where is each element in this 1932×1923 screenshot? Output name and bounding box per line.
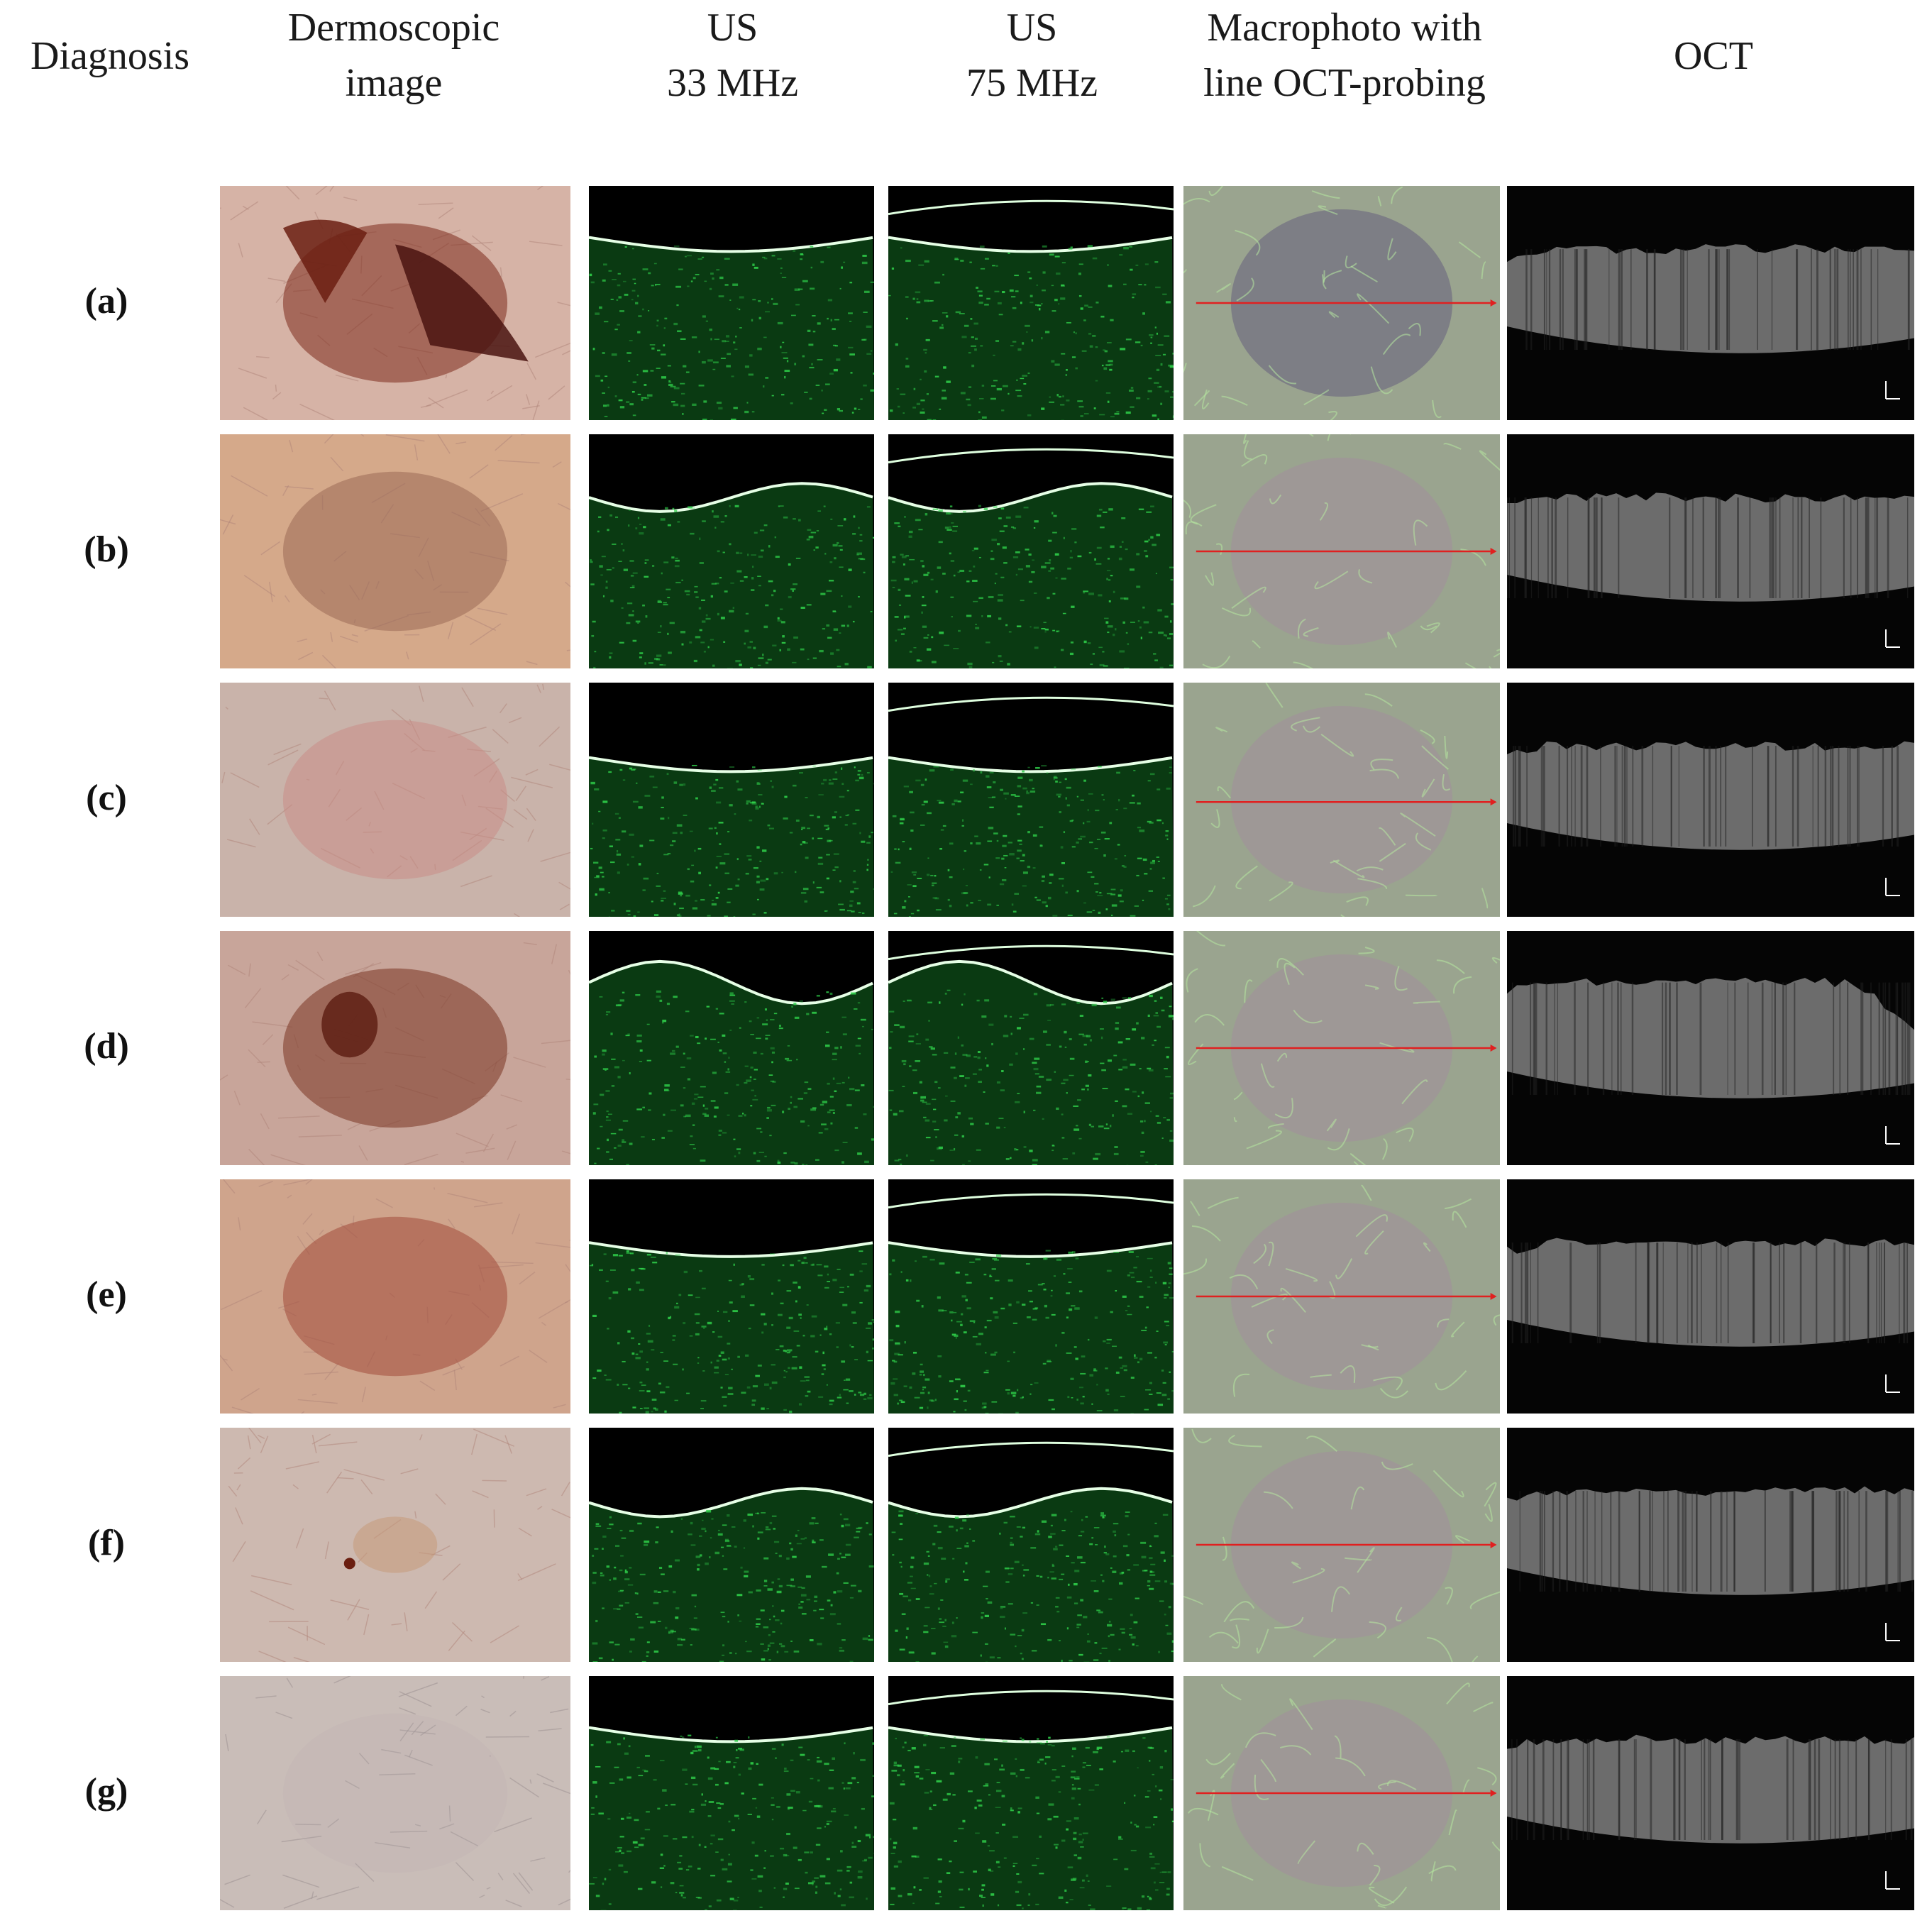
us75-panel <box>888 1428 1174 1662</box>
us33-panel <box>589 683 874 917</box>
header-us75-line1: US <box>1006 6 1058 50</box>
dermoscopic-image <box>220 1428 570 1662</box>
dermoscopic-image <box>220 1179 570 1414</box>
header-us33-line1: US <box>707 6 758 50</box>
macrophoto-image <box>1183 931 1500 1165</box>
us33-image <box>589 1179 874 1414</box>
oct-panel <box>1507 1676 1914 1910</box>
dermoscopic-image <box>220 1676 570 1910</box>
macrophoto-panel <box>1183 1428 1500 1662</box>
dermoscopic-panel <box>220 186 570 420</box>
header-macrophoto-line2: line OCT-probing <box>1203 61 1486 105</box>
us33-panel <box>589 931 874 1165</box>
header-dermoscopic: Dermoscopic image <box>220 0 568 111</box>
dermoscopic-panel <box>220 434 570 668</box>
header-us33: US 33 MHz <box>589 0 876 111</box>
oct-panel <box>1507 186 1914 420</box>
header-dermoscopic-line2: image <box>345 61 443 105</box>
macrophoto-image <box>1183 186 1500 420</box>
us75-panel <box>888 1676 1174 1910</box>
row-label: (e) <box>86 1274 127 1315</box>
dermoscopic-panel <box>220 931 570 1165</box>
macrophoto-image <box>1183 683 1500 917</box>
macrophoto-image <box>1183 434 1500 668</box>
oct-image <box>1507 1179 1914 1414</box>
macrophoto-panel <box>1183 683 1500 917</box>
us75-panel <box>888 1179 1174 1414</box>
dermoscopic-panel <box>220 1179 570 1414</box>
macrophoto-panel <box>1183 1179 1500 1414</box>
oct-panel <box>1507 683 1914 917</box>
macrophoto-panel <box>1183 186 1500 420</box>
header-macrophoto: Macrophoto with line OCT-probing <box>1171 0 1518 111</box>
macrophoto-panel <box>1183 1676 1500 1910</box>
oct-image <box>1507 1676 1914 1910</box>
us33-panel <box>589 186 874 420</box>
us33-panel <box>589 434 874 668</box>
us33-image <box>589 434 874 668</box>
macrophoto-panel <box>1183 434 1500 668</box>
header-us33-line2: 33 MHz <box>666 61 799 105</box>
header-oct: OCT <box>1674 34 1753 78</box>
row-label: (a) <box>84 281 128 321</box>
us33-image <box>589 1676 874 1910</box>
oct-panel <box>1507 434 1914 668</box>
header-macrophoto-line1: Macrophoto with <box>1207 6 1482 50</box>
dermoscopic-panel <box>220 1676 570 1910</box>
dermoscopic-image <box>220 931 570 1165</box>
us75-image <box>888 1428 1174 1662</box>
dermoscopic-image <box>220 186 570 420</box>
us75-image <box>888 1676 1174 1910</box>
dermoscopic-panel <box>220 683 570 917</box>
us75-image <box>888 1179 1174 1414</box>
row-label: (f) <box>88 1523 125 1563</box>
us33-image <box>589 1428 874 1662</box>
oct-image <box>1507 683 1914 917</box>
oct-image <box>1507 186 1914 420</box>
us75-panel <box>888 186 1174 420</box>
header-diagnosis: Diagnosis <box>31 34 189 78</box>
us75-panel <box>888 434 1174 668</box>
oct-image <box>1507 1428 1914 1662</box>
us33-panel <box>589 1676 874 1910</box>
us33-image <box>589 186 874 420</box>
header-dermoscopic-line1: Dermoscopic <box>287 6 500 50</box>
dermoscopic-image <box>220 683 570 917</box>
macrophoto-image <box>1183 1179 1500 1414</box>
us75-image <box>888 186 1174 420</box>
us75-panel <box>888 683 1174 917</box>
us33-image <box>589 683 874 917</box>
header-us75: US 75 MHz <box>888 0 1176 111</box>
us75-image <box>888 683 1174 917</box>
oct-image <box>1507 434 1914 668</box>
dermoscopic-image <box>220 434 570 668</box>
macrophoto-image <box>1183 1676 1500 1910</box>
row-label: (g) <box>84 1771 128 1812</box>
row-label: (d) <box>84 1026 129 1067</box>
us33-panel <box>589 1428 874 1662</box>
row-label: (c) <box>86 778 127 818</box>
oct-panel <box>1507 1179 1914 1414</box>
us33-image <box>589 931 874 1165</box>
macrophoto-panel <box>1183 931 1500 1165</box>
us75-panel <box>888 931 1174 1165</box>
us33-panel <box>589 1179 874 1414</box>
macrophoto-image <box>1183 1428 1500 1662</box>
oct-panel <box>1507 931 1914 1165</box>
dermoscopic-panel <box>220 1428 570 1662</box>
row-label: (b) <box>84 529 129 570</box>
us75-image <box>888 434 1174 668</box>
us75-image <box>888 931 1174 1165</box>
header-us75-line2: 75 MHz <box>966 61 1098 105</box>
oct-image <box>1507 931 1914 1165</box>
oct-panel <box>1507 1428 1914 1662</box>
